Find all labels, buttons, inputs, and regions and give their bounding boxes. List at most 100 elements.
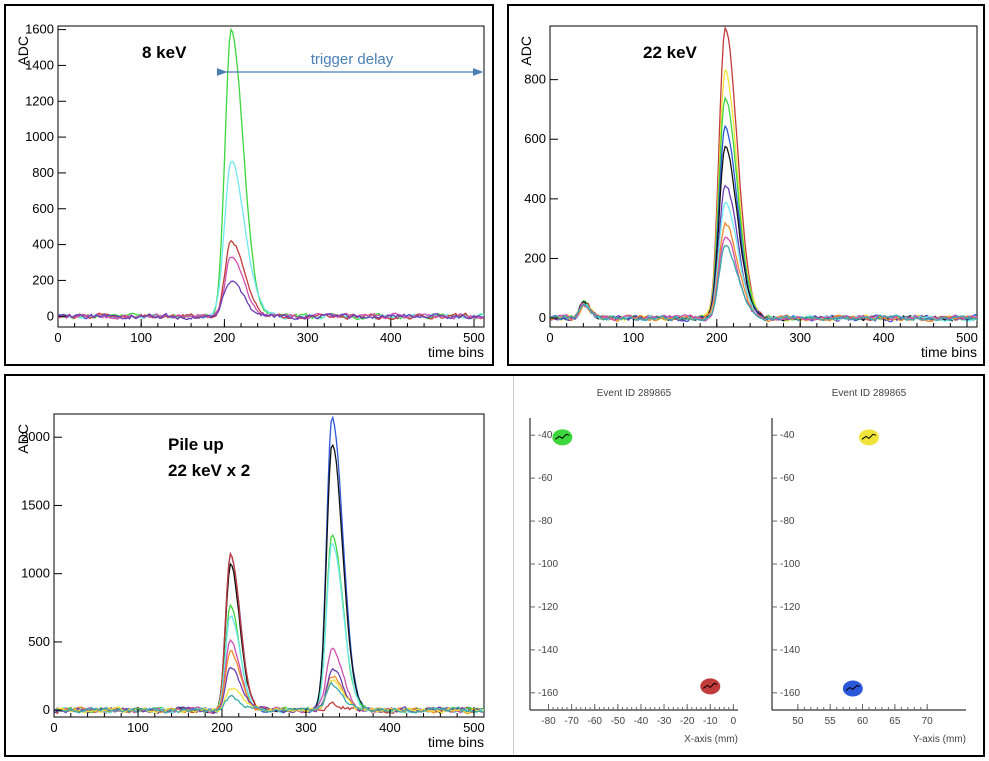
plot-event-y-xtick-label: 55	[825, 716, 837, 727]
plot-pileup-ytick-label: 500	[28, 634, 50, 649]
plot-event-x-xtick-label: 0	[731, 716, 737, 727]
plot-pileup-ytick-label: 1500	[21, 497, 50, 512]
plot-event-y-ytick-label: -160	[780, 688, 800, 699]
plot-event-x-ytick-label: -80	[538, 516, 553, 527]
plot-event-y-xtick-label: 60	[857, 716, 869, 727]
plot-pileup-ylabel: ADC	[15, 424, 31, 454]
plot-22kev-series-red	[550, 25, 977, 322]
plot-event-y-blue-cluster-track	[845, 684, 860, 691]
plot-8kev-ytick-label: 600	[32, 201, 54, 216]
plot-event-x-green-cluster	[552, 429, 573, 446]
plot-pileup-xtick-label: 300	[295, 720, 317, 735]
plot-pileup-xtick-label: 100	[127, 720, 149, 735]
plot-event-y-ytick-label: -60	[780, 473, 795, 484]
plot-pileup-xtick-label: 400	[379, 720, 401, 735]
plot-8kev-ytick-label: 0	[47, 308, 54, 323]
plot-22kev-series-green	[550, 96, 977, 322]
plot-22kev-series-cyan	[550, 201, 977, 322]
plot-event-x-xlabel: X-axis (mm)	[684, 734, 738, 745]
plot-22kev-series-purple	[550, 184, 977, 322]
plot-8kev-xtick-label: 200	[214, 330, 236, 345]
plot-8kev-xtick-label: 300	[297, 330, 319, 345]
plot-pileup-xtick-label: 0	[50, 720, 57, 735]
plot-22kev-ytick-label: 400	[524, 191, 546, 206]
plot-pileup-series-magenta	[54, 638, 484, 715]
plot-22kev-ytick-label: 600	[524, 131, 546, 146]
label-22kev: 22 keV	[643, 43, 698, 62]
plot-8kev-ytick-label: 800	[32, 165, 54, 180]
label-pileup-line1: Pile up	[168, 435, 224, 454]
plot-event-x-xtick-label: -30	[657, 716, 672, 727]
plot-event-y-yellow-cluster	[859, 429, 879, 446]
plot-event-x-xtick-label: -80	[541, 716, 556, 727]
plot-8kev-xtick-label: 500	[463, 330, 485, 345]
plot-event-x-ytick-label: -140	[538, 645, 558, 656]
plot-8kev-xlabel: time bins	[428, 344, 484, 360]
plot-pileup-series-yellow	[54, 679, 484, 714]
plot-8kev-xtick-label: 100	[130, 330, 152, 345]
plot-pileup-xtick-label: 200	[211, 720, 233, 735]
plot-event-y-ytick-label: -120	[780, 602, 800, 613]
plot-22kev-xtick-label: 400	[873, 330, 895, 345]
plot-pileup-series-red	[54, 551, 484, 715]
plot-22kev-frame	[549, 25, 978, 328]
plot-22kev-xtick-label: 0	[546, 330, 553, 345]
plot-22kev-series-orange	[550, 221, 977, 323]
panel-8kev: 0 100 200 300 400 500 0 200 400 600 800 1000 1200 140…	[4, 4, 494, 366]
plot-pileup-series-orange	[54, 649, 484, 715]
plot-22kev-xtick-label: 500	[956, 330, 978, 345]
trigger-delay-label: trigger delay	[311, 51, 394, 68]
plot-8kev-ytick-label: 200	[32, 272, 54, 287]
plot-event-x-ytick-label: -40	[538, 430, 553, 441]
plot-event-x-ytick-label: -120	[538, 602, 558, 613]
plot-22kev-ytick-label: 800	[524, 72, 546, 87]
plot-event-y-ytick-label: -80	[780, 516, 795, 527]
plot-pileup-ytick-label: 0	[43, 702, 50, 717]
plot-8kev-ytick-label: 1000	[25, 129, 54, 144]
plot-event-x-ytick-label: -60	[538, 473, 553, 484]
plot-event-y-xtick-label: 50	[792, 716, 804, 727]
chart-8kev: 0 100 200 300 400 500 0 200 400 600 800 1000 1200 140…	[15, 22, 485, 360]
plot-event-y-ytick-label: -40	[780, 430, 795, 441]
label-8kev: 8 keV	[142, 43, 187, 62]
divider	[513, 376, 514, 755]
plot-pileup-series-blue	[54, 415, 484, 714]
plot-pileup-frame	[53, 413, 485, 718]
plot-pileup-xtick-label: 500	[463, 720, 485, 735]
plot-event-y-xlabel: Y-axis (mm)	[913, 734, 966, 745]
plot-8kev-series-green	[58, 27, 484, 321]
plot-22kev-ytick-label: 0	[539, 310, 546, 325]
plot-8kev-frame	[57, 25, 485, 328]
label-pileup-line2: 22 keV x 2	[168, 461, 250, 480]
plot-event-x-title: Event ID 289865	[597, 388, 672, 399]
plot-event-y-title: Event ID 289865	[832, 388, 907, 399]
plot-22kev-series-yellow	[550, 68, 977, 323]
plot-event-x-green-cluster-track	[555, 433, 570, 440]
plot-22kev-xtick-label: 300	[789, 330, 811, 345]
plot-event-x-ytick-label: -160	[538, 688, 558, 699]
plot-event-y-yellow-cluster-track	[861, 433, 877, 440]
plot-22kev-ylabel: ADC	[518, 36, 534, 66]
plot-pileup-series-teal	[54, 681, 484, 714]
chart-event-x: Event ID 289865-40-60-80-100-120-140-160…	[529, 388, 738, 745]
plot-pileup-ytick-label: 2000	[21, 429, 50, 444]
plot-pileup-series-cyan	[54, 542, 484, 714]
plot-22kev-ytick-label: 200	[524, 250, 546, 265]
plot-8kev-ytick-label: 1600	[25, 22, 54, 37]
plot-8kev-ytick-label: 1400	[25, 57, 54, 72]
chart-22kev: 0 100 200 300 400 500 0 200 400 600 800 time bins AD…	[518, 25, 978, 360]
plot-event-x-xtick-label: -60	[587, 716, 602, 727]
plot-event-y-blue-cluster	[842, 680, 863, 697]
panel-bottom: 0 100 200 300 400 500 0 500 1000 1500 2000 time bin…	[4, 374, 985, 757]
chart-pileup: 0 100 200 300 400 500 0 500 1000 1500 2000 time bin…	[15, 413, 485, 750]
plot-event-y-xtick-label: 70	[922, 716, 934, 727]
plot-pileup-series-green	[54, 534, 484, 714]
plot-event-y-ytick-label: -100	[780, 559, 800, 570]
plot-event-y-xtick-label: 65	[889, 716, 901, 727]
plot-8kev-series-cyan	[58, 160, 484, 320]
plot-event-x-xtick-label: -50	[611, 716, 626, 727]
plot-8kev-ylabel: ADC	[15, 36, 31, 66]
plot-event-x-xtick-label: -40	[634, 716, 649, 727]
plot-pileup-series-purple	[54, 666, 484, 715]
plot-8kev-ytick-label: 400	[32, 237, 54, 252]
